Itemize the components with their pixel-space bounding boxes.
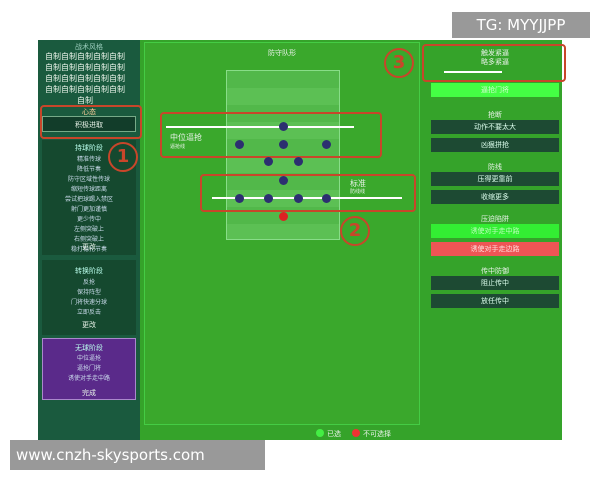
defensive-line [212,197,402,199]
instruction: 反抢 [82,279,95,286]
section-title: 压迫陷阱 [481,215,509,223]
instruction: 左侧突破上 [73,226,104,233]
goalkeeper-press-button[interactable]: 逼抢门将 [431,83,559,97]
goalkeeper [279,212,288,221]
section-title: 防线 [488,163,502,171]
instruction: 更少传中 [76,216,101,223]
out-of-possession-list: 中位逼抢逼抢门将诱使对手走中路 [42,354,136,384]
option-button[interactable]: 动作不要太大 [431,120,559,134]
player [235,194,244,203]
instruction: 稳打稳扎节奏 [70,246,107,253]
trigger-slider[interactable] [444,71,502,73]
out-of-possession-box [42,338,136,400]
player [264,194,273,203]
annotation-number: 1 [108,142,138,172]
defensive-sub: 防线线 [350,189,366,195]
legend-swatch [316,429,324,437]
mentality-box[interactable] [42,116,136,132]
transition-title: 转换阶段 [75,267,103,275]
option-button[interactable]: 压得更靠前 [431,172,559,186]
instruction: 防守区域性传球 [67,176,110,183]
annotation-box [200,174,416,212]
instruction: 缩短传球距离 [70,186,107,193]
player [279,122,288,131]
instruction: 保持阵型 [76,289,101,296]
legend-swatch [352,429,360,437]
instruction: 右侧突破上 [73,236,104,243]
style-name: 自制自制自制自制自制自制自制自制自制自制自制自制自制自制自制自制自制自制自制自制… [45,52,125,105]
trigger-value: 略多紧逼 [481,58,509,66]
watermark-top: TG: MYYJJPP [452,12,590,38]
instruction: 立即反击 [76,309,101,316]
player [279,176,288,185]
transition-box [42,260,136,335]
player [322,194,331,203]
option-button[interactable]: 诱使对手走中路 [431,224,559,238]
player [279,140,288,149]
trigger-title: 触发紧逼 [481,49,509,57]
in-possession-title: 持球阶段 [75,144,103,152]
transition-list: 反抢保持阵型门将快速分球 立即反击 [42,278,136,318]
pressing-line [166,126,354,128]
instruction: 精准传球 [76,156,101,163]
option-button[interactable]: 放任传中 [431,294,559,308]
annotation-number: 2 [340,216,370,246]
out-of-possession-title: 无球阶段 [75,344,103,352]
section-title: 抢断 [488,111,502,119]
watermark-bottom: www.cnzh-skysports.com [10,440,265,470]
defensive-label: 标准 [350,179,366,188]
player [264,157,273,166]
player [235,140,244,149]
player [294,194,303,203]
done-button[interactable]: 完成 [82,389,96,397]
legend-unavailable: 不可选择 [363,430,391,438]
instruction: 射门更加谨慎 [70,206,107,213]
instruction: 诱使对手走中路 [67,375,110,382]
annotation-box [422,44,566,82]
change-button[interactable]: 更改 [82,321,96,329]
instruction: 降低节奏 [76,166,101,173]
instruction: 逼抢门将 [76,365,101,372]
option-button[interactable]: 诱使对手走边路 [431,242,559,256]
option-button[interactable]: 收缩更多 [431,190,559,204]
option-button[interactable]: 阻止传中 [431,276,559,290]
instruction: 门将快速分球 [70,299,107,306]
pitch-title: 防守队形 [268,49,296,57]
instruction: 尝试把球踢入禁区 [64,196,113,203]
option-button[interactable]: 凶狠拼抢 [431,138,559,152]
player [294,157,303,166]
mentality: 积极进取 [75,121,103,129]
style-label: 战术风格 [75,43,103,51]
instruction: 中位逼抢 [76,355,101,362]
annotation-box [40,105,142,139]
legend-selected: 已选 [327,430,341,438]
change-button[interactable]: 更改 [82,243,96,251]
mentality-label: 心态 [82,108,96,116]
annotation-number: 3 [384,48,414,78]
section-title: 传中防御 [481,267,509,275]
pressing-label: 中位逼抢 [170,133,202,142]
player [322,140,331,149]
in-possession-list: 精准传球降低节奏防守区域性传球 缩短传球距离 尝试把球踢入禁区 射门更加谨慎 更少传中左… [42,155,136,255]
pressing-sub: 逼抢线 [170,144,186,150]
